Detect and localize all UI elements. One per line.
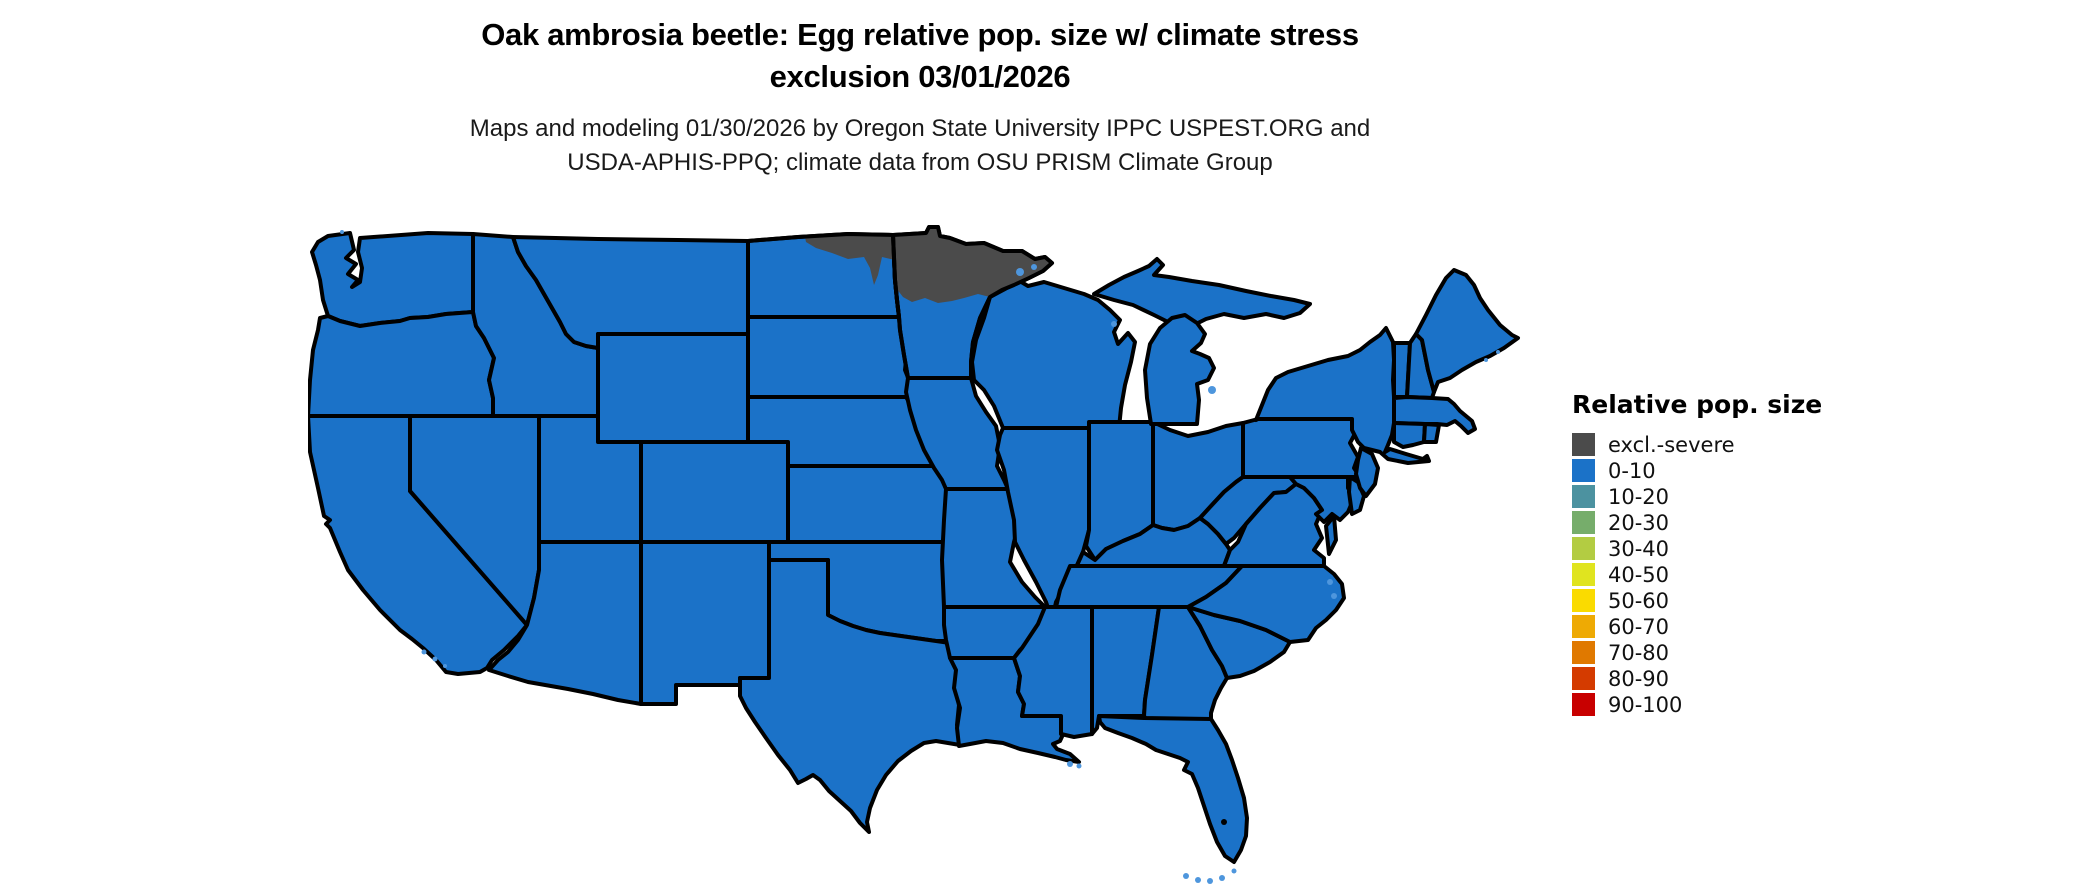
legend-label: 10-20 (1608, 484, 1670, 509)
legend-swatch (1572, 589, 1595, 612)
puget-sound-fringe (340, 230, 344, 234)
legend-swatch (1572, 459, 1595, 482)
pamlico-sound-fringe (1331, 593, 1337, 599)
legend-label: 40-50 (1608, 562, 1670, 587)
state-michigan-upper-peninsula (1092, 257, 1312, 332)
legend-label: 90-100 (1608, 692, 1683, 717)
map-subtitle-line2: USDA-APHIS-PPQ; climate data from OSU PR… (567, 149, 1273, 176)
florida-keys-islet (1207, 878, 1213, 884)
legend-swatch (1572, 433, 1595, 456)
state-connecticut (1392, 421, 1427, 449)
state-montana (511, 235, 750, 350)
state-kansas (786, 464, 954, 544)
green-bay-fringe (1111, 321, 1117, 327)
delmarva-peninsula-tip (1324, 514, 1338, 556)
legend-label: 20-30 (1608, 510, 1670, 535)
legend-item: 80-90 (1572, 666, 1822, 691)
legend-item: excl.-severe (1572, 432, 1822, 457)
header: Oak ambrosia beetle: Egg relative pop. s… (170, 14, 1670, 180)
state-pennsylvania (1241, 417, 1362, 479)
legend-label: 0-10 (1608, 458, 1656, 483)
legend-item: 0-10 (1572, 458, 1822, 483)
legend-swatch (1572, 667, 1595, 690)
florida-keys-islet (1195, 877, 1201, 883)
florida-keys-islet (1183, 873, 1189, 879)
map-subtitle-line1: Maps and modeling 01/30/2026 by Oregon S… (469, 115, 1371, 142)
us-map-svg (306, 225, 1520, 884)
state-rhode-island (1422, 422, 1441, 444)
legend-title: Relative pop. size (1572, 390, 1823, 419)
legend-item: 20-30 (1572, 510, 1822, 535)
florida-keys-islet (1231, 868, 1237, 874)
state-wisconsin (970, 278, 1137, 430)
legend-item: 10-20 (1572, 484, 1822, 509)
map-subtitle: Maps and modeling 01/30/2026 by Oregon S… (170, 112, 1670, 180)
pamlico-sound-fringe (1327, 579, 1333, 585)
state-wyoming (596, 332, 750, 444)
state-north-carolina (1186, 564, 1346, 644)
legend-item: 90-100 (1572, 692, 1822, 717)
legend-swatch (1572, 615, 1595, 638)
state-texas (738, 558, 962, 834)
state-south-dakota (746, 315, 913, 399)
exclusion-region-north-dakota (805, 234, 895, 285)
map-container (306, 220, 1528, 888)
map-title-line1: Oak ambrosia beetle: Egg relative pop. s… (481, 17, 1359, 52)
legend-label: 50-60 (1608, 588, 1670, 613)
legend-label: 70-80 (1608, 640, 1670, 665)
state-oregon (306, 310, 496, 418)
us-states (306, 225, 1520, 864)
maine-coast-islet (1496, 350, 1500, 354)
state-colorado (639, 440, 790, 544)
legend-item: 70-80 (1572, 640, 1822, 665)
state-new-jersey (1354, 446, 1380, 498)
channel-islands-islet (432, 656, 438, 662)
florida-keys-islet (1219, 875, 1225, 881)
legend-label: 80-90 (1608, 666, 1670, 691)
lake-st-clair (1208, 386, 1216, 394)
legend-swatch (1572, 511, 1595, 534)
lake-superior-fringe (1031, 264, 1037, 270)
map-title: Oak ambrosia beetle: Egg relative pop. s… (170, 14, 1670, 98)
legend: Relative pop. size excl.-severe 0-10 10-20… (1572, 390, 1822, 719)
legend-item: 50-60 (1572, 588, 1822, 613)
state-michigan-lower-peninsula (1143, 313, 1216, 426)
mississippi-delta-fringe (1067, 761, 1073, 767)
state-arizona (487, 540, 643, 706)
state-florida (1097, 714, 1249, 864)
legend-items: excl.-severe 0-10 10-20 20-30 30-40 40-50 50-6… (1572, 432, 1822, 717)
state-maine (1414, 268, 1520, 394)
mississippi-delta-fringe (1076, 763, 1082, 769)
state-mississippi (1012, 605, 1094, 739)
lake-okeechobee (1221, 819, 1227, 825)
legend-item: 30-40 (1572, 536, 1822, 561)
legend-label: 60-70 (1608, 614, 1670, 639)
legend-swatch (1572, 485, 1595, 508)
legend-item: 40-50 (1572, 562, 1822, 587)
legend-label: 30-40 (1608, 536, 1670, 561)
lake-superior-fringe (1016, 268, 1024, 276)
legend-swatch (1572, 693, 1595, 716)
state-california (306, 414, 529, 676)
legend-swatch (1572, 537, 1595, 560)
map-title-line2: exclusion 03/01/2026 (769, 59, 1071, 94)
channel-islands-islet (421, 649, 427, 655)
water-fringe-accents (340, 230, 1500, 884)
maine-coast-islet (1484, 358, 1488, 362)
legend-label: excl.-severe (1608, 432, 1735, 457)
channel-islands-islet (443, 664, 447, 668)
legend-item: 60-70 (1572, 614, 1822, 639)
legend-swatch (1572, 563, 1595, 586)
legend-swatch (1572, 641, 1595, 664)
